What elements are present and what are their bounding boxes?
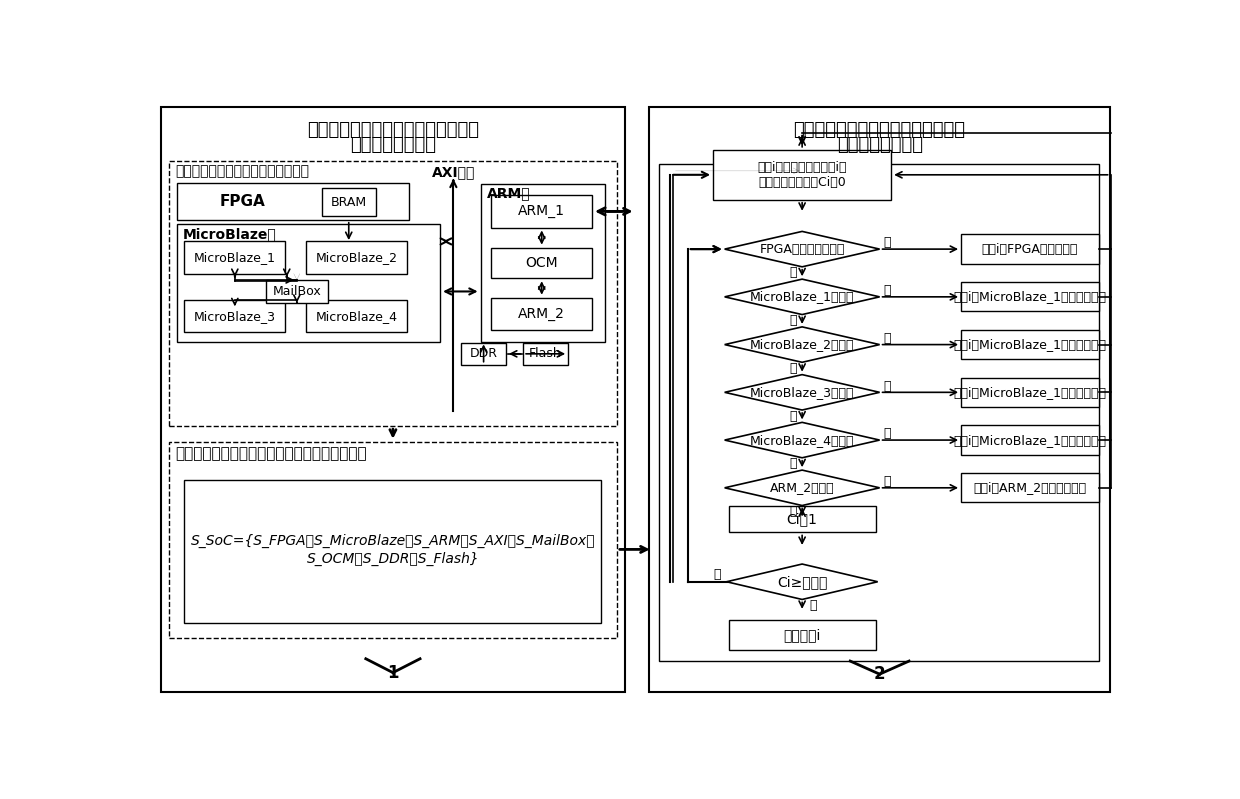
Text: 否: 否: [789, 458, 796, 471]
Text: OCM: OCM: [526, 256, 558, 270]
FancyBboxPatch shape: [658, 165, 1099, 661]
Text: 求解运算尝试次数Ci为0: 求解运算尝试次数Ci为0: [758, 176, 846, 189]
Text: 数字孪生系统复杂任务异构多核架构: 数字孪生系统复杂任务异构多核架构: [308, 121, 479, 139]
Text: 是: 是: [810, 599, 817, 612]
FancyBboxPatch shape: [523, 343, 568, 364]
FancyBboxPatch shape: [491, 248, 593, 278]
Text: 2: 2: [874, 665, 885, 683]
FancyBboxPatch shape: [321, 189, 376, 216]
FancyBboxPatch shape: [185, 300, 285, 332]
Text: 任务i在MicroBlaze_1核上求解运算: 任务i在MicroBlaze_1核上求解运算: [954, 290, 1106, 304]
Text: 否: 否: [789, 267, 796, 280]
Text: 任务i在MicroBlaze_1核上求解运算: 任务i在MicroBlaze_1核上求解运算: [954, 434, 1106, 447]
Text: 否: 否: [789, 362, 796, 375]
Polygon shape: [724, 279, 879, 315]
Text: DDR: DDR: [470, 348, 497, 360]
Text: FPGA有足够硬件资源: FPGA有足够硬件资源: [759, 243, 844, 256]
Text: MicroBlaze_1: MicroBlaze_1: [193, 251, 275, 264]
Text: Ci加1: Ci加1: [786, 512, 817, 526]
Text: 数字孪生系统复杂任务异构多核架构: 数字孪生系统复杂任务异构多核架构: [175, 165, 309, 178]
FancyBboxPatch shape: [650, 106, 1110, 692]
FancyBboxPatch shape: [169, 442, 618, 638]
Text: AXI总线: AXI总线: [432, 165, 475, 179]
FancyBboxPatch shape: [491, 297, 593, 330]
FancyBboxPatch shape: [961, 425, 1099, 455]
Text: ARM_1: ARM_1: [518, 205, 565, 218]
Text: 高效求解决策模块: 高效求解决策模块: [837, 136, 923, 154]
Text: Flash: Flash: [529, 348, 562, 360]
FancyBboxPatch shape: [729, 506, 875, 532]
Text: 任务i在ARM_2核上求解运算: 任务i在ARM_2核上求解运算: [973, 481, 1086, 495]
FancyBboxPatch shape: [961, 234, 1099, 264]
Text: 否: 否: [789, 410, 796, 423]
Text: 否: 否: [789, 314, 796, 328]
Text: 是: 是: [884, 284, 892, 297]
Text: MicroBlaze_4核空闲: MicroBlaze_4核空闲: [750, 434, 854, 447]
FancyBboxPatch shape: [961, 282, 1099, 312]
FancyBboxPatch shape: [161, 106, 625, 692]
FancyBboxPatch shape: [185, 480, 601, 622]
FancyBboxPatch shape: [306, 241, 407, 274]
Text: 任务i在FPGA上求解运算: 任务i在FPGA上求解运算: [982, 243, 1078, 256]
FancyBboxPatch shape: [169, 161, 618, 426]
Text: ARM_2核空闲: ARM_2核空闲: [770, 481, 835, 495]
Text: S_SoC={S_FPGA，S_MicroBlaze，S_ARM，S_AXI，S_MailBox，: S_SoC={S_FPGA，S_MicroBlaze，S_ARM，S_AXI，S…: [191, 534, 595, 547]
FancyBboxPatch shape: [961, 330, 1099, 360]
Text: 是: 是: [884, 332, 892, 345]
Text: MicroBlaze核: MicroBlaze核: [184, 228, 277, 241]
Text: MicroBlaze_4: MicroBlaze_4: [315, 309, 398, 323]
Text: MicroBlaze_3: MicroBlaze_3: [193, 309, 275, 323]
Text: 是: 是: [884, 380, 892, 392]
Text: MicroBlaze_2核空闲: MicroBlaze_2核空闲: [750, 338, 854, 351]
FancyBboxPatch shape: [306, 300, 407, 332]
FancyBboxPatch shape: [481, 184, 605, 341]
Polygon shape: [724, 327, 879, 362]
FancyBboxPatch shape: [729, 620, 875, 650]
Text: ARM_2: ARM_2: [518, 307, 565, 320]
Text: 是: 是: [884, 475, 892, 488]
FancyBboxPatch shape: [961, 473, 1099, 503]
Polygon shape: [727, 564, 878, 599]
Text: 是: 是: [884, 237, 892, 249]
Text: 否: 否: [713, 567, 720, 581]
Polygon shape: [724, 232, 879, 267]
FancyBboxPatch shape: [185, 241, 285, 274]
Text: MailBox: MailBox: [273, 285, 321, 298]
FancyBboxPatch shape: [713, 149, 892, 200]
Text: 任务i到达，初始化任务i的: 任务i到达，初始化任务i的: [758, 161, 847, 173]
FancyBboxPatch shape: [491, 195, 593, 228]
Text: 数字孪生系统复杂任务异构多核架构数字化描述: 数字孪生系统复杂任务异构多核架构数字化描述: [175, 447, 367, 462]
Text: FPGA: FPGA: [219, 194, 265, 209]
FancyBboxPatch shape: [176, 225, 440, 341]
Text: 否: 否: [789, 505, 796, 519]
FancyBboxPatch shape: [961, 378, 1099, 407]
Text: ARM核: ARM核: [486, 187, 531, 201]
Text: BRAM: BRAM: [331, 196, 367, 209]
Text: 数字孪生系统复杂任务异构多核并行: 数字孪生系统复杂任务异构多核并行: [794, 121, 966, 139]
Text: MicroBlaze_3核空闲: MicroBlaze_3核空闲: [750, 386, 854, 399]
Text: MicroBlaze_1核空闲: MicroBlaze_1核空闲: [750, 290, 854, 304]
Text: MicroBlaze_2: MicroBlaze_2: [315, 251, 398, 264]
Text: 任务i在MicroBlaze_1核上求解运算: 任务i在MicroBlaze_1核上求解运算: [954, 386, 1106, 399]
Polygon shape: [724, 375, 879, 410]
FancyBboxPatch shape: [176, 183, 409, 220]
Polygon shape: [724, 470, 879, 506]
Text: 丢弃任务i: 丢弃任务i: [784, 628, 821, 642]
Text: Ci≥设定值: Ci≥设定值: [777, 574, 827, 589]
FancyBboxPatch shape: [461, 343, 506, 364]
Text: 及数字化描述模块: 及数字化描述模块: [350, 136, 436, 154]
Polygon shape: [724, 423, 879, 458]
FancyBboxPatch shape: [265, 280, 327, 303]
Text: S_OCM，S_DDR，S_Flash}: S_OCM，S_DDR，S_Flash}: [306, 552, 480, 566]
Text: 是: 是: [884, 427, 892, 440]
Text: 任务i在MicroBlaze_1核上求解运算: 任务i在MicroBlaze_1核上求解运算: [954, 338, 1106, 351]
Text: 1: 1: [387, 664, 399, 682]
